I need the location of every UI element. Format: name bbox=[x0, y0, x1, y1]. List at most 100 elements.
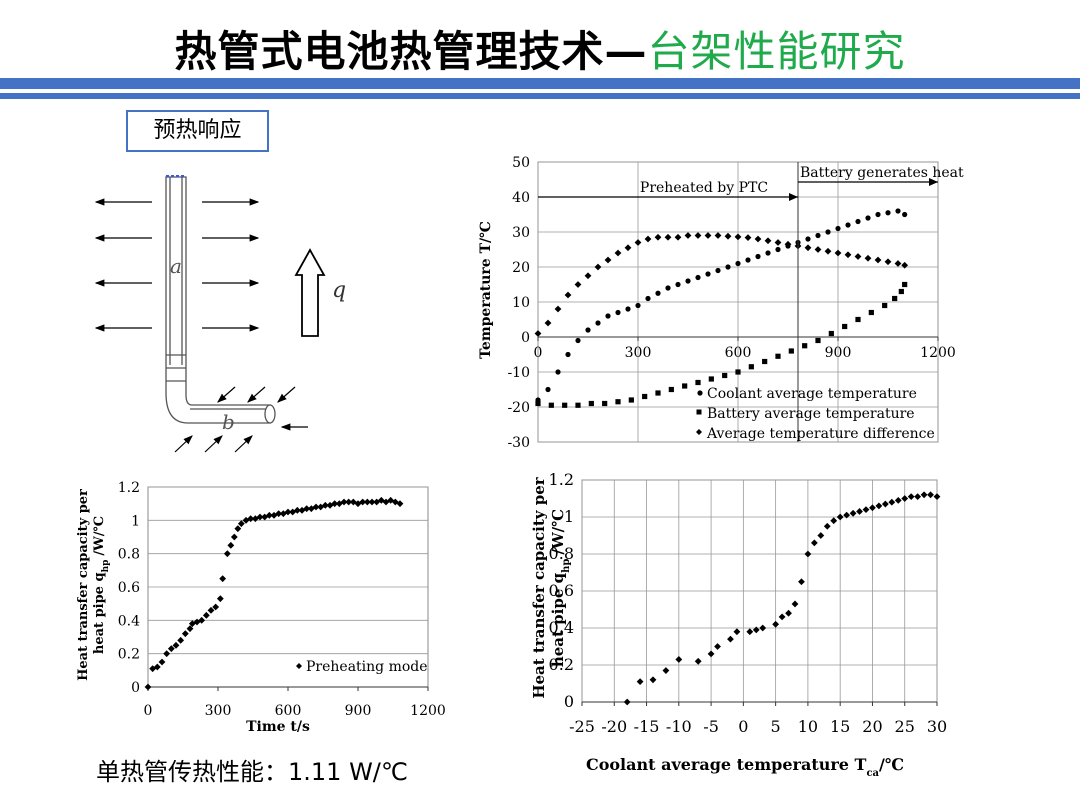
data-point bbox=[901, 261, 909, 269]
data-point bbox=[594, 263, 602, 271]
y-tick-label: 0.4 bbox=[549, 618, 574, 637]
data-point bbox=[534, 330, 542, 337]
data-point bbox=[714, 643, 721, 650]
header-divider-thin bbox=[0, 93, 1080, 99]
x-tick-label: 600 bbox=[725, 345, 752, 361]
capacity-coolant-x-label: Coolant average temperature Tca/℃ bbox=[586, 755, 904, 779]
data-point bbox=[748, 364, 754, 370]
x-tick-label: 600 bbox=[275, 703, 302, 719]
data-point bbox=[772, 620, 780, 628]
data-point bbox=[856, 508, 863, 515]
capacity-coolant-chart: 1.2 1 0.8 0.6 0.4 0.2 0 -25 -20 -15 -10 -5 0 5 10 15 20 2… bbox=[530, 470, 947, 779]
data-point bbox=[933, 493, 941, 501]
x-tick-label: 0 bbox=[534, 345, 543, 361]
data-point bbox=[735, 260, 741, 267]
x-tick-label: -15 bbox=[634, 717, 660, 736]
data-point bbox=[230, 533, 238, 541]
data-point bbox=[835, 225, 841, 232]
data-point bbox=[675, 656, 683, 663]
capacity-coolant-chart-marks bbox=[623, 491, 941, 706]
data-point bbox=[585, 327, 591, 333]
x-tick-label: 900 bbox=[825, 345, 852, 361]
data-point bbox=[844, 251, 852, 259]
y-tick-label: 1 bbox=[564, 507, 574, 526]
data-point bbox=[868, 309, 874, 316]
x-tick-label: 1200 bbox=[920, 345, 956, 361]
x-tick-label: 900 bbox=[345, 703, 372, 719]
data-point bbox=[920, 491, 928, 499]
data-point bbox=[564, 291, 572, 299]
data-point bbox=[202, 611, 210, 619]
x-tick-label: 30 bbox=[927, 717, 947, 736]
data-point bbox=[575, 337, 581, 344]
section-tag: 预热响应 bbox=[126, 110, 269, 152]
x-tick-label: -25 bbox=[569, 717, 595, 736]
data-point bbox=[694, 232, 702, 239]
data-point bbox=[815, 232, 821, 239]
data-point bbox=[802, 343, 808, 349]
capacity-time-chart: 1.2 1 0.8 0.6 0.4 0.2 00 300 600 900 1200 Heat tra… bbox=[76, 480, 446, 735]
data-point bbox=[705, 271, 711, 277]
y-tick-label: 1.2 bbox=[549, 470, 574, 489]
data-point bbox=[825, 229, 831, 235]
legend-marker-difference bbox=[696, 429, 702, 435]
data-point bbox=[864, 254, 872, 262]
data-point bbox=[875, 502, 883, 510]
data-point bbox=[636, 678, 644, 686]
data-point bbox=[251, 515, 259, 523]
capacity-coolant-chart-grid bbox=[581, 479, 938, 706]
data-point bbox=[535, 400, 541, 407]
data-point bbox=[237, 520, 245, 528]
y-tick-label: 0 bbox=[564, 692, 574, 711]
data-point bbox=[219, 575, 227, 583]
data-point bbox=[207, 606, 215, 614]
x-tick-label: 10 bbox=[798, 717, 818, 736]
data-point bbox=[888, 498, 896, 506]
data-point bbox=[326, 501, 334, 509]
x-tick-label: 300 bbox=[205, 703, 232, 719]
data-point bbox=[869, 504, 876, 512]
data-point bbox=[725, 264, 731, 270]
data-point bbox=[387, 496, 395, 504]
data-point bbox=[722, 372, 728, 379]
data-point bbox=[186, 625, 194, 633]
data-point bbox=[193, 618, 201, 626]
data-point bbox=[163, 650, 171, 658]
data-point bbox=[655, 290, 661, 296]
x-tick-label: 1200 bbox=[410, 703, 446, 719]
data-point bbox=[898, 288, 904, 295]
data-point bbox=[775, 246, 781, 253]
data-point bbox=[862, 506, 870, 513]
data-point bbox=[544, 319, 552, 327]
data-point bbox=[745, 257, 751, 263]
y-tick-label: 50 bbox=[512, 155, 530, 171]
y-tick-label: 0.8 bbox=[549, 544, 574, 563]
label-q: q bbox=[332, 278, 346, 303]
preheat-arrowhead bbox=[789, 193, 798, 201]
data-point bbox=[865, 215, 871, 221]
data-point bbox=[733, 628, 741, 636]
data-point bbox=[555, 369, 561, 375]
data-point bbox=[734, 233, 742, 241]
data-point bbox=[817, 532, 825, 539]
data-point bbox=[634, 239, 642, 246]
data-point bbox=[293, 506, 301, 514]
legend-marker-battery bbox=[696, 409, 702, 415]
legend-marker-coolant bbox=[697, 390, 703, 396]
data-point bbox=[828, 330, 834, 337]
data-point bbox=[615, 309, 621, 316]
annotation-preheated: Preheated by PTC bbox=[640, 180, 768, 196]
data-point bbox=[554, 305, 562, 313]
temperature-chart-marks bbox=[534, 162, 938, 442]
data-point bbox=[565, 351, 571, 358]
data-point bbox=[755, 253, 761, 260]
data-point bbox=[181, 630, 189, 638]
x-tick-label: 300 bbox=[625, 345, 652, 361]
data-point bbox=[895, 208, 901, 214]
data-point bbox=[682, 383, 688, 389]
data-point bbox=[855, 218, 861, 225]
y-tick-label: 0.2 bbox=[118, 647, 140, 663]
data-point bbox=[279, 510, 287, 518]
data-point bbox=[892, 295, 898, 302]
data-point bbox=[764, 237, 772, 245]
